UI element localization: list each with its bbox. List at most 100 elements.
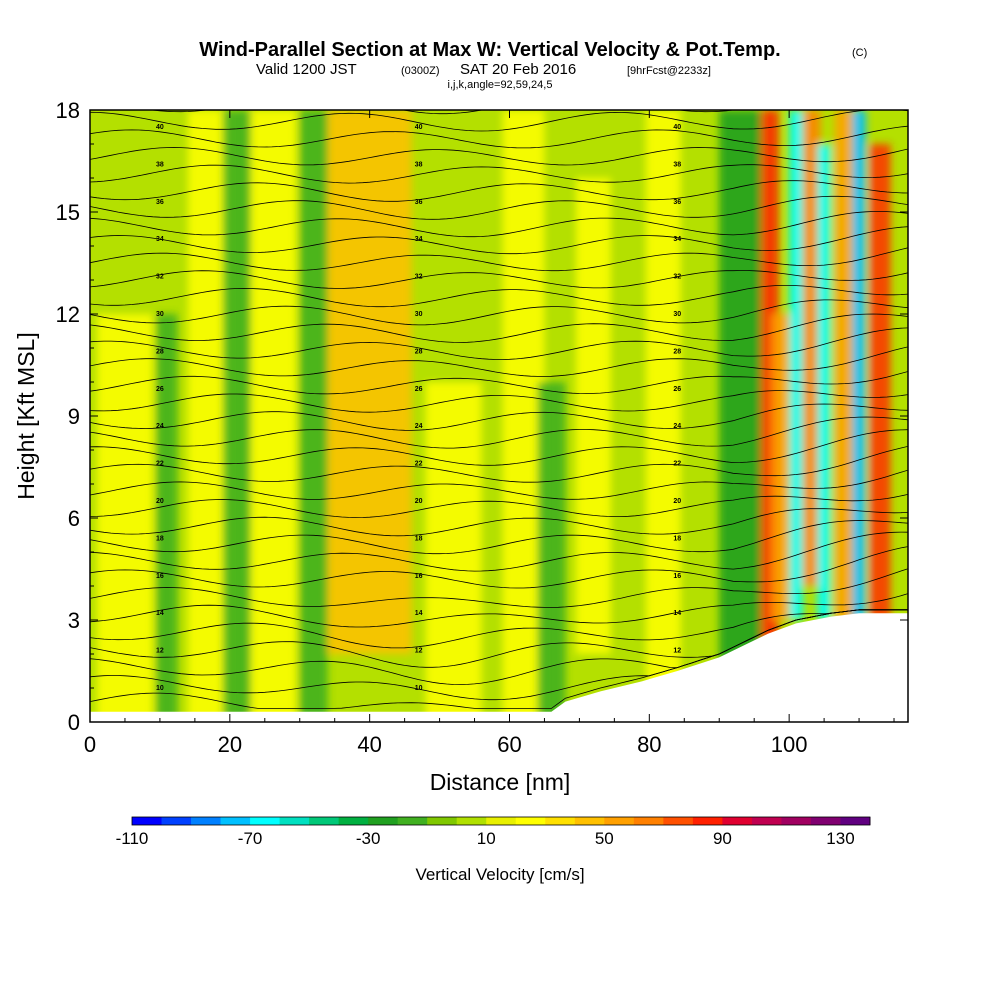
theta-label: 24: [156, 423, 164, 430]
theta-label: 12: [673, 648, 681, 655]
theta-label: 24: [415, 423, 423, 430]
terrain-mask: [90, 613, 908, 722]
colorbar-swatch: [574, 817, 605, 825]
theta-label: 36: [156, 199, 164, 206]
isentrope-line: [90, 403, 908, 431]
downdraft-band: [537, 382, 566, 722]
colorbar-swatch: [279, 817, 310, 825]
updraft-band: [645, 110, 681, 722]
isentrope-line: [90, 609, 908, 649]
theta-label: 32: [415, 274, 423, 281]
downdraft-band: [817, 144, 832, 620]
theta-label: 34: [156, 236, 164, 243]
colorbar-tick-label: 90: [713, 829, 732, 848]
grid-indices: i,j,k,angle=92,59,24,5: [448, 79, 553, 91]
theta-label: 26: [156, 386, 164, 393]
theta-label: 16: [156, 573, 164, 580]
updraft-band: [834, 110, 856, 620]
theta-label: 40: [415, 124, 423, 131]
colorbar-swatch: [840, 817, 871, 825]
y-tick-label: 15: [56, 200, 80, 225]
colorbar-swatch: [486, 817, 517, 825]
isentrope-line: [90, 299, 908, 326]
theta-label: 38: [415, 161, 423, 168]
isentrope-line: [90, 429, 908, 466]
theta-label: 10: [156, 685, 164, 692]
x-tick-label: 20: [218, 732, 242, 757]
isentrope-line: [90, 195, 908, 220]
theta-label: 28: [673, 348, 681, 355]
downdraft-band: [156, 314, 178, 722]
downdraft-band: [719, 110, 762, 722]
isentrope-line: [90, 180, 908, 202]
valid-line: Valid 1200 JST (0300Z) SAT 20 Feb 2016 […: [256, 61, 711, 78]
colorbar-tick-label: 10: [477, 829, 496, 848]
colorbar-swatch: [515, 817, 546, 825]
colorbar-swatch: [250, 817, 281, 825]
isentrope-line: [90, 446, 908, 483]
colorbar-swatch: [604, 817, 635, 825]
isentrope-line: [90, 211, 908, 238]
title-mark: (C): [852, 47, 867, 59]
colorbar-swatch: [692, 817, 723, 825]
x-axis-label: Distance [nm]: [430, 769, 571, 795]
isentrope-line: [90, 531, 908, 572]
isentrope-line: [90, 110, 908, 132]
isentrope-line: [90, 270, 908, 289]
x-tick-label: 40: [357, 732, 381, 757]
theta-label: 30: [673, 311, 681, 318]
valid-zulu: (0300Z): [401, 65, 440, 77]
y-tick-label: 0: [68, 710, 80, 735]
colorbar-swatch: [545, 817, 576, 825]
colorbar-swatch: [220, 817, 251, 825]
theta-label: 18: [673, 535, 681, 542]
theta-label: 20: [415, 498, 423, 505]
theta-label: 22: [156, 461, 164, 468]
x-tick-label: 0: [84, 732, 96, 757]
colorbar-swatch: [132, 817, 163, 825]
colorbar-swatch: [722, 817, 753, 825]
forecast-tag: [9hrFcst@2233z]: [627, 65, 711, 77]
colorbar-tick-label: 130: [826, 829, 854, 848]
colorbar-tick-label: -110: [116, 829, 149, 848]
isentrope-line: [90, 520, 908, 555]
colorbar-swatch: [781, 817, 812, 825]
isentrope-line: [90, 164, 908, 184]
y-tick-label: 6: [68, 506, 80, 531]
updraft-band: [869, 144, 891, 620]
theta-label: 22: [673, 461, 681, 468]
downdraft-band: [789, 110, 804, 620]
theta-label: 30: [156, 311, 164, 318]
theta-label: 18: [415, 535, 423, 542]
theta-label: 24: [673, 423, 681, 430]
theta-label: 22: [415, 461, 423, 468]
theta-label: 10: [415, 685, 423, 692]
theta-label: 36: [415, 199, 423, 206]
isentrope-line: [90, 285, 908, 308]
theta-label: 38: [156, 161, 164, 168]
isentrope-line: [90, 226, 908, 255]
colorbar-swatch: [397, 817, 428, 825]
isentrope-line: [90, 568, 908, 608]
theta-label: 40: [156, 124, 164, 131]
theta-label: 12: [156, 648, 164, 655]
updraft-band: [425, 382, 482, 722]
isentrope-line: [90, 147, 908, 166]
isentrope-line: [90, 346, 908, 377]
colorbar-swatch: [191, 817, 222, 825]
plot-area: 10 10 12 12 12 14 14 14 16 16 16 18 18 18 20 20 20 22 22 22…: [90, 110, 908, 722]
isentrope-line: [90, 593, 908, 628]
x-axis: 0 20 40 60 80 100: [84, 110, 895, 757]
isentrope-line: [90, 416, 908, 449]
colorbar-tick-labels: -110 -70 -30 10 50 90 130: [116, 829, 855, 848]
colorbar-tick-label: -30: [356, 829, 381, 848]
isentrope-line: [90, 390, 908, 413]
x-tick-label: 100: [771, 732, 808, 757]
isentrope-line: [90, 327, 908, 360]
colorbar-swatch: [456, 817, 487, 825]
theta-label: 20: [673, 498, 681, 505]
colorbar: [131, 816, 871, 826]
theta-contour-labels: 10 10 12 12 12 14 14 14 16 16 16 18 18 18 20 20 20 22 22 22…: [156, 124, 681, 692]
theta-label: 28: [415, 348, 423, 355]
